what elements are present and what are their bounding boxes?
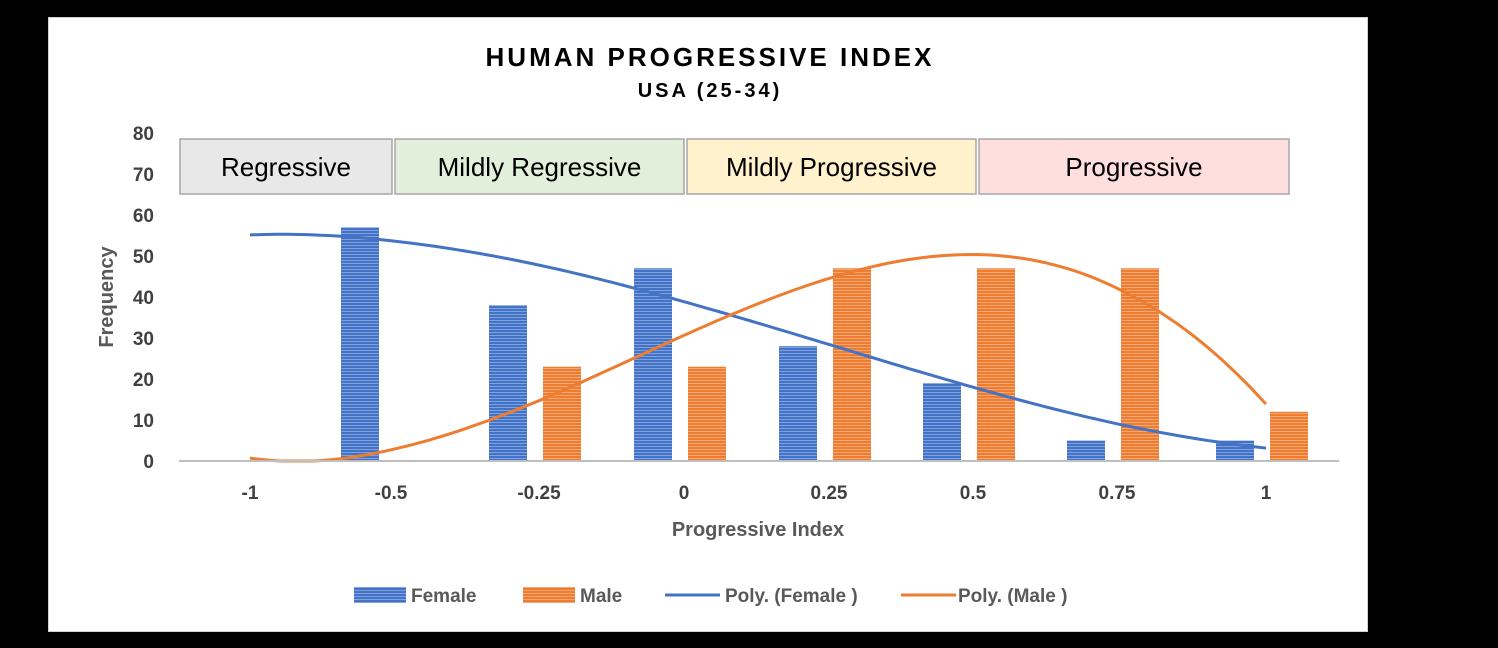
region-3-label: Mildly Progressive [726,152,937,182]
legend-poly-female-label: Poly. (Female ) [725,586,858,607]
y-tick-label: 40 [133,288,154,309]
x-tick-label: 0.75 [1099,483,1136,504]
region-4-label: Progressive [1065,152,1202,182]
y-tick-label: 70 [133,165,154,186]
legend: Female Male Poly. (Female ) Poly. (Male ) [354,586,1067,607]
y-axis-label: Frequency [96,246,118,348]
x-axis-ticks: -1 -0.5 -0.25 0 0.25 0.5 0.75 1 [242,483,1272,504]
bar-female [1067,440,1105,461]
x-tick-label: 0.5 [960,483,987,504]
bar-male [543,366,581,461]
y-tick-label: 30 [133,329,154,350]
y-tick-label: 20 [133,370,154,391]
region-bands: Regressive Mildly Regressive Mildly Progre… [179,138,1290,195]
y-tick-label: 50 [133,247,154,268]
legend-female-label: Female [411,586,476,607]
bar-female [489,305,527,461]
x-tick-label: 1 [1261,483,1272,504]
x-tick-label: -0.5 [375,483,408,504]
legend-male-label: Male [580,586,622,607]
bar-female [341,227,379,461]
x-tick-label: -1 [242,483,259,504]
legend-male-swatch [523,587,575,603]
y-tick-label: 80 [133,124,154,145]
y-tick-label: 60 [133,206,154,227]
bar-male [688,366,726,461]
bars [341,227,1308,461]
region-2-box [394,138,685,195]
trendline-female [249,232,1267,450]
x-axis-label: Progressive Index [672,519,844,541]
y-tick-label: 0 [143,452,154,473]
bar-male [1270,411,1308,461]
x-tick-label: -0.25 [517,483,561,504]
bar-female [634,268,672,461]
region-1-box [179,138,393,195]
trendlines [249,232,1268,463]
region-3-box [686,138,977,195]
chart-frame: HUMAN PROGRESSIVE INDEX USA (25-34) Regr… [48,17,1368,632]
chart-subtitle: USA (25-34) [638,80,783,102]
trendline-male [249,252,1268,463]
x-tick-label: 0 [679,483,690,504]
bar-male [977,268,1015,461]
legend-female-swatch [354,587,406,603]
region-2-label: Mildly Regressive [438,152,642,182]
bar-female [779,346,817,461]
bar-female [923,383,961,461]
region-1-label: Regressive [221,152,351,182]
y-tick-label: 10 [133,411,154,432]
chart-title: HUMAN PROGRESSIVE INDEX [486,42,935,72]
chart: HUMAN PROGRESSIVE INDEX USA (25-34) Regr… [96,42,1339,607]
x-tick-label: 0.25 [811,483,848,504]
bar-male [833,268,871,461]
y-axis-ticks: 0 10 20 30 40 50 60 70 80 [133,124,154,473]
legend-poly-male-label: Poly. (Male ) [958,586,1067,607]
region-4-box [978,138,1290,195]
